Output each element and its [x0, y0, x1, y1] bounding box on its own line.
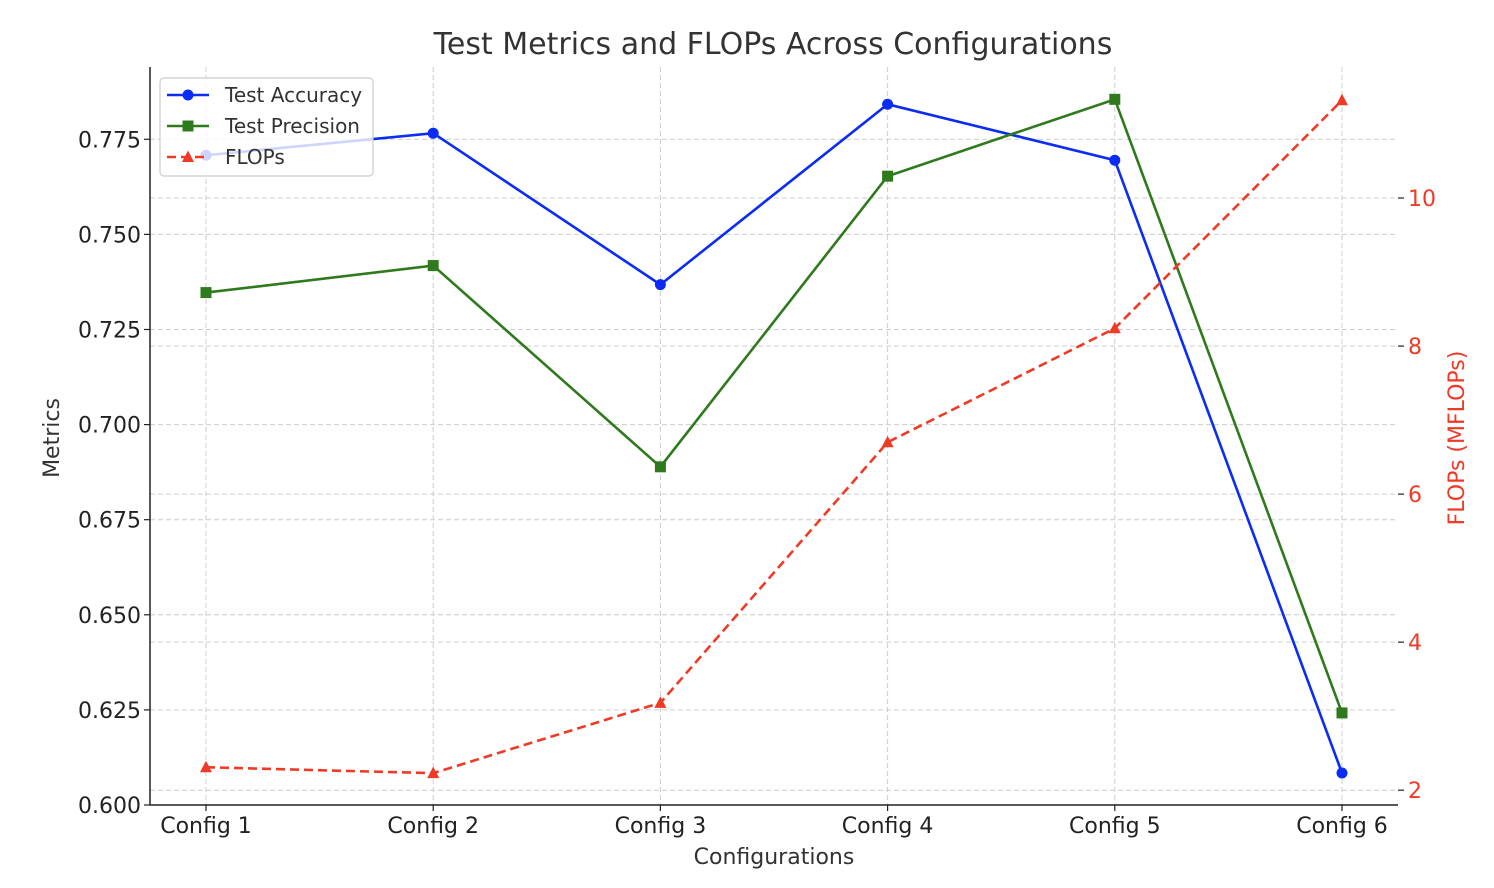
- test-precision-point: [1109, 93, 1121, 105]
- test-precision-point: [200, 287, 212, 299]
- flops-point: [427, 766, 440, 779]
- test-precision-point: [1336, 707, 1348, 719]
- x-tick-label: Config 3: [615, 814, 707, 839]
- x-tick-label: Config 2: [387, 814, 479, 839]
- y-right-tick-label: 2: [1408, 779, 1422, 804]
- flops-point: [654, 696, 667, 708]
- test-accuracy-point: [654, 279, 666, 291]
- x-tick-label: Config 5: [1069, 814, 1161, 839]
- y-tick-label: 0.650: [78, 604, 141, 629]
- test-accuracy-line: [205, 102, 1344, 774]
- legend: Test Accuracy Test Precision FLOPs: [159, 77, 374, 177]
- flops-point: [1108, 321, 1121, 334]
- y-tick-label: 0.625: [78, 699, 141, 724]
- test-precision-point: [882, 170, 894, 182]
- series-layer: [200, 93, 1348, 779]
- test-precision-line: [205, 97, 1344, 714]
- flops-point: [200, 760, 212, 773]
- test-accuracy-point: [1109, 154, 1121, 166]
- test-accuracy-point: [427, 127, 439, 139]
- legend-marker: [182, 150, 194, 162]
- test-accuracy-point: [882, 98, 894, 110]
- test-accuracy-point: [1336, 767, 1348, 779]
- x-tick-label: Config 6: [1296, 814, 1388, 839]
- x-tick-label: Config 1: [160, 814, 252, 839]
- test-precision-point: [654, 461, 666, 473]
- y-axis-right-label: FLOPs (MFLOPs): [1445, 351, 1470, 526]
- axes: Config 1 Config 2 Config 3 Config 4 Config 5…: [78, 67, 1436, 839]
- y-axis-label: Metrics: [40, 398, 65, 478]
- flops-point: [881, 435, 894, 448]
- legend-box: [159, 77, 374, 177]
- y-right-tick-label: 10: [1408, 187, 1436, 212]
- flops-point: [1336, 93, 1348, 106]
- y-tick-label: 0.725: [78, 318, 141, 343]
- flops-line: [205, 99, 1343, 775]
- y-tick-label: 0.600: [78, 794, 141, 819]
- y-right-tick-label: 6: [1408, 483, 1422, 508]
- y-tick-label: 0.675: [78, 509, 141, 534]
- x-tick-label: Config 4: [842, 814, 934, 839]
- legend-label: Test Accuracy: [224, 83, 362, 107]
- legend-label: Test Precision: [224, 114, 360, 138]
- legend-label: FLOPs: [225, 145, 285, 169]
- chart-title: Test Metrics and FLOPs Across Configurat…: [433, 27, 1113, 62]
- y-right-tick-label: 8: [1408, 335, 1422, 360]
- legend-marker: [182, 120, 194, 132]
- y-tick-label: 0.700: [78, 414, 141, 439]
- x-axis-label: Configurations: [694, 845, 855, 870]
- grid: [150, 67, 1398, 806]
- legend-marker: [182, 89, 194, 101]
- y-right-tick-label: 4: [1408, 631, 1422, 656]
- y-tick-label: 0.775: [78, 128, 141, 153]
- y-tick-label: 0.750: [78, 223, 141, 248]
- test-precision-point: [427, 260, 439, 272]
